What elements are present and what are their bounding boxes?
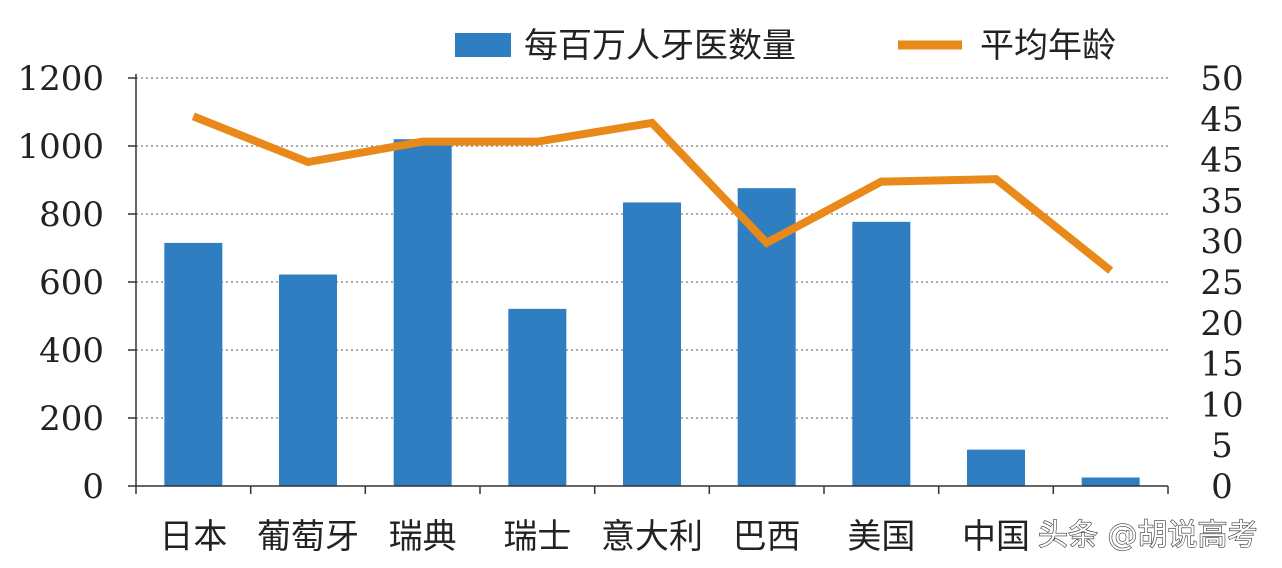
- left-tick-label: 1200: [17, 59, 104, 99]
- left-tick-label: 600: [39, 263, 104, 303]
- category-label: 日本: [159, 517, 227, 557]
- category-label: 葡萄牙: [257, 517, 359, 557]
- left-tick-label: 400: [39, 331, 104, 371]
- category-label: 中国: [962, 517, 1030, 557]
- left-axis-ticks: 0 200 400 600 800 1000 1200: [17, 59, 104, 507]
- left-tick-label: 1000: [17, 127, 104, 167]
- right-tick-label: 30: [1200, 222, 1243, 262]
- category-label: 意大利: [601, 517, 703, 557]
- left-tick-label: 200: [39, 399, 104, 439]
- right-tick-label: 25: [1200, 263, 1243, 303]
- right-tick-label: 45: [1200, 141, 1243, 181]
- right-tick-label: 0: [1211, 467, 1233, 507]
- right-tick-label: 5: [1211, 426, 1233, 466]
- left-tick-label: 800: [39, 195, 104, 235]
- left-tick-label: 0: [82, 467, 104, 507]
- watermark: 头条 @胡说高考: [1038, 518, 1258, 553]
- axes: [128, 74, 1169, 494]
- right-tick-label: 45: [1200, 100, 1243, 140]
- right-tick-label: 35: [1200, 181, 1243, 221]
- legend-bar-swatch: [455, 33, 511, 57]
- bar: [164, 242, 223, 486]
- right-tick-label: 50: [1200, 59, 1243, 99]
- legend: 每百万人牙医数量 平均年龄: [455, 26, 1116, 66]
- category-labels: 日本 葡萄牙 瑞典 瑞士 意大利 巴西 美国 中国: [159, 517, 1030, 557]
- bar: [852, 221, 911, 486]
- bar: [967, 449, 1025, 486]
- line-series: [191, 112, 1114, 274]
- right-tick-label: 20: [1200, 304, 1243, 344]
- right-tick-label: 15: [1200, 345, 1243, 385]
- bar: [393, 139, 452, 486]
- category-label: 美国: [847, 517, 915, 557]
- bar: [508, 308, 567, 486]
- category-label: 瑞典: [389, 517, 457, 557]
- legend-bar-label: 每百万人牙医数量: [524, 26, 796, 66]
- category-label: 瑞士: [503, 517, 571, 557]
- bar: [279, 274, 337, 486]
- category-label: 巴西: [733, 517, 801, 557]
- bar-series: [164, 139, 1140, 486]
- bar: [623, 202, 681, 486]
- legend-line-label: 平均年龄: [980, 26, 1116, 66]
- right-tick-label: 10: [1200, 385, 1243, 425]
- bar: [1081, 477, 1140, 486]
